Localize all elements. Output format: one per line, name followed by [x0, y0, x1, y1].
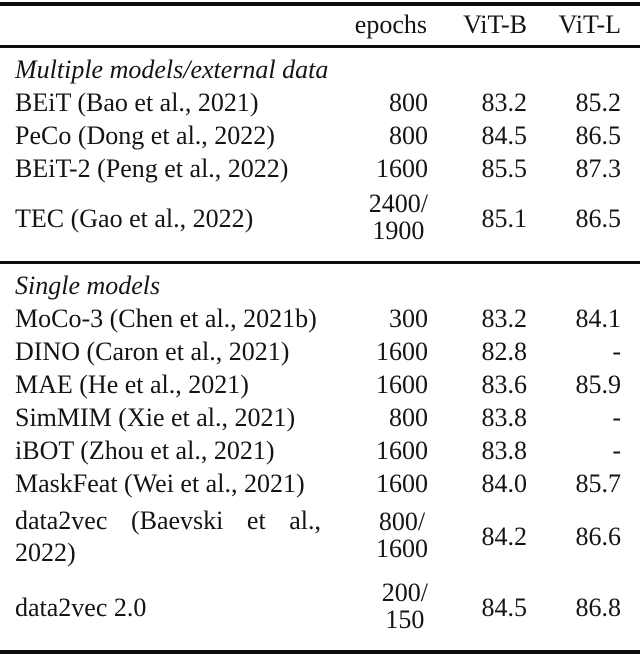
section-label-row: Multiple models/external data: [0, 46, 640, 86]
table-row: TEC (Gao et al., 2022) 2400/1900 85.1 86.5: [0, 185, 640, 263]
vitl-cell: -: [612, 435, 621, 465]
vitl-cell: 87.3: [575, 153, 622, 183]
table-header: epochs ViT-B ViT-L: [0, 4, 640, 48]
vitb-cell: 83.8: [481, 435, 528, 465]
epochs-line: 800/: [378, 507, 426, 536]
epochs-cell: 800: [389, 120, 428, 150]
vitl-cell: 86.5: [575, 203, 622, 233]
epochs-stack: 200/150: [382, 579, 428, 633]
section-label: Multiple models/external data: [15, 54, 329, 84]
method-cell: SimMIM (Xie et al., 2021): [15, 402, 296, 432]
header-method: [0, 4, 350, 48]
method-cell: MAE (He et al., 2021): [15, 369, 249, 399]
vitl-cell: 85.9: [575, 369, 622, 399]
vitl-cell: 85.7: [575, 468, 622, 498]
epochs-cell: 1600: [376, 435, 428, 465]
table-row: iBOT (Zhou et al., 2021) 1600 83.8 -: [0, 434, 640, 467]
table-row: data2vec (Baevski et al., 2022) 800/1600 84.2 8…: [0, 500, 640, 574]
table-section: Single models MoCo-3 (Chen et al., 2021b)…: [0, 262, 640, 652]
method-line-justified: data2vec (Baevski et al.,: [15, 505, 321, 537]
epochs-line: 2400/: [368, 188, 428, 218]
header-epochs: epochs: [350, 4, 430, 48]
section-label: Single models: [15, 270, 161, 300]
header-row: epochs ViT-B ViT-L: [0, 4, 640, 48]
table-row: SimMIM (Xie et al., 2021) 800 83.8 -: [0, 401, 640, 434]
vitl-cell: 86.5: [575, 120, 622, 150]
vitl-cell: 86.6: [575, 522, 622, 551]
epochs-line: 200/: [381, 577, 428, 607]
vitb-cell: 84.5: [481, 120, 528, 150]
method-cell: PeCo (Dong et al., 2022): [15, 120, 275, 150]
epochs-cell: 800: [389, 87, 428, 117]
header-vitb: ViT-B: [430, 4, 527, 48]
method-cell: MaskFeat (Wei et al., 2021): [15, 468, 305, 498]
method-word: data2vec: [15, 505, 108, 535]
method-word: (Baevski: [130, 505, 224, 535]
table-row: data2vec 2.0 200/150 84.5 86.8: [0, 574, 640, 652]
epochs-stack: 2400/1900: [369, 190, 428, 244]
vitb-cell: 84.0: [481, 468, 528, 498]
method-cell: data2vec (Baevski et al., 2022): [0, 500, 350, 574]
vitb-cell: 82.8: [481, 336, 528, 366]
epochs-cell: 300: [389, 303, 428, 333]
table-row: DINO (Caron et al., 2021) 1600 82.8 -: [0, 335, 640, 368]
method-line-2: 2022): [15, 537, 76, 567]
vitl-cell: -: [612, 336, 621, 366]
vitb-cell: 85.1: [481, 203, 528, 233]
epochs-cell: 800/1600: [350, 500, 430, 574]
vitb-cell: 83.2: [481, 87, 528, 117]
epochs-stack: 800/1600: [376, 508, 428, 562]
vitb-cell: 83.2: [481, 303, 528, 333]
epochs-cell: 800: [389, 402, 428, 432]
epochs-cell: 1600: [376, 468, 428, 498]
table-row: BEiT-2 (Peng et al., 2022) 1600 85.5 87.3: [0, 152, 640, 185]
epochs-line: 150: [385, 604, 425, 634]
method-cell: TEC (Gao et al., 2022): [15, 203, 254, 233]
method-word: et: [246, 505, 266, 535]
epochs-cell: 200/150: [350, 574, 430, 652]
epochs-cell: 1600: [376, 336, 428, 366]
epochs-line: 1600: [376, 534, 428, 563]
table-row: MaskFeat (Wei et al., 2021) 1600 84.0 85.7: [0, 467, 640, 500]
section-label-row: Single models: [0, 262, 640, 302]
method-cell: iBOT (Zhou et al., 2021): [15, 435, 275, 465]
epochs-cell: 2400/1900: [350, 185, 430, 263]
epochs-cell: 1600: [376, 369, 428, 399]
method-cell: BEiT-2 (Peng et al., 2022): [15, 153, 289, 183]
vitl-cell: 85.2: [575, 87, 622, 117]
method-cell: DINO (Caron et al., 2021): [15, 336, 290, 366]
vitb-cell: 84.2: [481, 522, 528, 551]
table-row: PeCo (Dong et al., 2022) 800 84.5 86.5: [0, 119, 640, 152]
table-row: BEiT (Bao et al., 2021) 800 83.2 85.2: [0, 86, 640, 119]
epochs-cell: 1600: [376, 153, 428, 183]
vitb-cell: 83.6: [481, 369, 528, 399]
table-row: MAE (He et al., 2021) 1600 83.6 85.9: [0, 368, 640, 401]
vitb-cell: 83.8: [481, 402, 528, 432]
vitb-cell: 84.5: [481, 592, 528, 622]
method-word: al.,: [289, 505, 321, 535]
vitl-cell: 84.1: [575, 303, 622, 333]
epochs-line: 1900: [372, 215, 425, 245]
table-row: MoCo-3 (Chen et al., 2021b) 300 83.2 84.1: [0, 302, 640, 335]
table-section: Multiple models/external data BEiT (Bao e…: [0, 46, 640, 262]
vitb-cell: 85.5: [481, 153, 528, 183]
vitl-cell: -: [612, 402, 621, 432]
vitl-cell: 86.8: [575, 592, 622, 622]
method-cell: MoCo-3 (Chen et al., 2021b): [15, 303, 317, 333]
method-cell: data2vec 2.0: [15, 592, 147, 622]
method-cell: BEiT (Bao et al., 2021): [15, 87, 259, 117]
header-vitl: ViT-L: [527, 4, 640, 48]
